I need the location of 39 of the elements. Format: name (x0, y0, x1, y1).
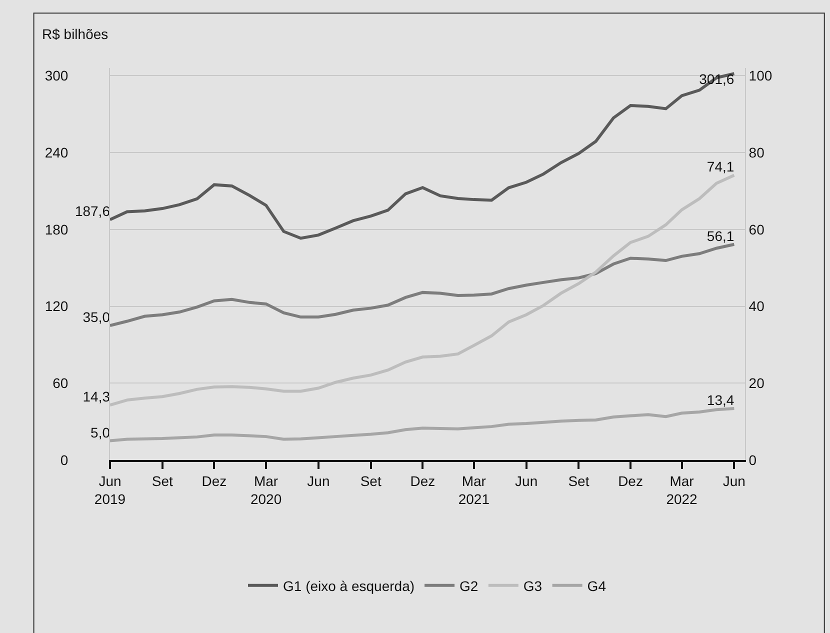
y-axis-title: R$ bilhões (42, 26, 108, 42)
x-tick-label: Set (152, 472, 174, 489)
y-tick-label: 120 (44, 298, 68, 314)
x-tick-label: Jun (515, 472, 538, 489)
data-label: 74,1 (706, 158, 734, 175)
y2-tick-label: 0 (748, 452, 757, 468)
x-tick-label: Set (360, 472, 382, 489)
legend-label: G1 (eixo à esquerda) (283, 578, 415, 594)
data-label: 56,1 (706, 228, 734, 244)
legend-label: G3 (523, 578, 542, 594)
data-label: 14,3 (82, 388, 110, 405)
y-tick-label: 300 (44, 68, 68, 84)
x-tick-label: Dez (618, 472, 643, 489)
data-label: 5,0 (90, 424, 110, 440)
y2-tick-label: 80 (748, 144, 765, 160)
x-tick-label: Dez (410, 472, 436, 489)
x-tick-label: Jun (722, 472, 746, 489)
x-tick-label: Mar 2022 (666, 472, 698, 507)
legend-label: G4 (587, 578, 606, 594)
line-series (110, 407, 736, 442)
y-tick-label: 0 (60, 452, 68, 468)
x-tick-label: Mar 2021 (458, 472, 490, 507)
legend-label: G2 (460, 578, 478, 594)
data-label: 13,4 (706, 392, 734, 408)
y2-tick-label: 40 (748, 298, 765, 314)
data-label: 187,6 (74, 203, 110, 220)
data-label: 35,0 (82, 308, 110, 325)
y2-tick-label: 60 (748, 221, 765, 238)
x-tick-label: Set (568, 472, 590, 489)
y-tick-label: 60 (52, 375, 68, 392)
x-tick-label: Jun (307, 472, 330, 489)
y-tick-label: 180 (44, 221, 68, 238)
x-tick-label: Mar 2020 (250, 472, 282, 507)
line-series (110, 242, 736, 327)
y2-tick-label: 100 (748, 68, 772, 84)
y-tick-label: 240 (44, 144, 68, 160)
y2-tick-label: 20 (748, 375, 765, 392)
x-tick-label: Dez (202, 472, 227, 489)
x-tick-label: Jun 2019 (94, 472, 126, 507)
